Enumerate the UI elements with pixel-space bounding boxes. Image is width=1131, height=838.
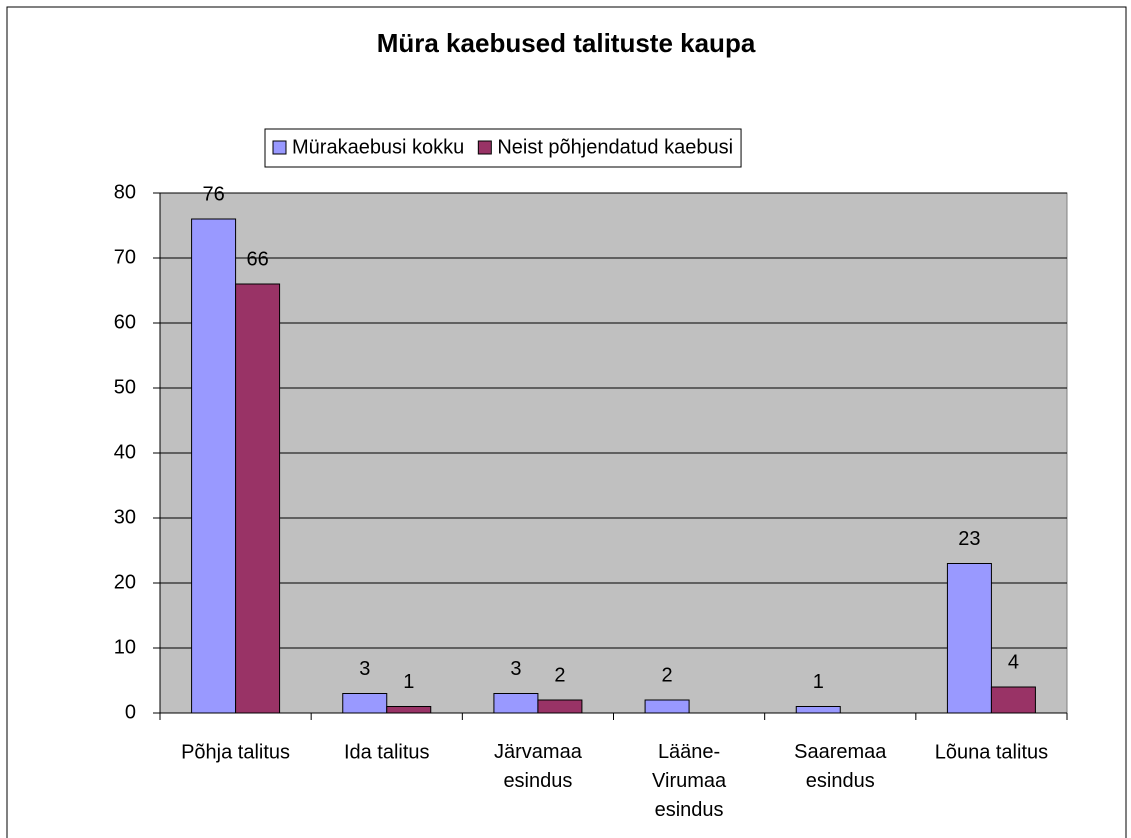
x-tick-label: Ida talitus — [344, 741, 430, 763]
data-label: 23 — [958, 528, 980, 550]
legend-swatch — [477, 140, 492, 155]
data-label: 3 — [510, 658, 521, 680]
bar — [990, 686, 1036, 714]
chart-title: Müra kaebused talituste kaupa — [377, 28, 756, 58]
bar — [493, 693, 539, 714]
x-tick-label: Saaremaa esindus — [794, 741, 887, 792]
y-tick-label: 60 — [114, 311, 136, 333]
y-tick-label: 10 — [114, 636, 136, 658]
data-label: 1 — [813, 671, 824, 693]
legend-label: Mürakaebusi kokku — [292, 136, 464, 158]
legend-label: Neist põhjendatud kaebusi — [497, 136, 733, 158]
bar — [795, 706, 841, 714]
y-tick-label: 0 — [125, 701, 136, 723]
data-label: 2 — [662, 664, 673, 686]
bar — [386, 706, 432, 714]
x-tick-label: Lääne-Virumaa esindus — [652, 741, 727, 821]
bar — [342, 693, 388, 714]
y-tick-label: 20 — [114, 571, 136, 593]
y-tick-label: 40 — [114, 441, 136, 463]
data-label: 3 — [359, 658, 370, 680]
bar — [235, 283, 281, 714]
bar — [191, 218, 237, 714]
bar — [537, 699, 583, 714]
x-tick-label: Põhja talitus — [181, 741, 290, 763]
legend — [264, 128, 742, 168]
legend-swatch — [272, 140, 287, 155]
y-tick-label: 30 — [114, 506, 136, 528]
data-label: 4 — [1008, 651, 1019, 673]
y-tick-label: 80 — [114, 181, 136, 203]
bar — [946, 563, 992, 714]
data-label: 66 — [246, 248, 268, 270]
y-tick-label: 50 — [114, 376, 136, 398]
data-label: 2 — [554, 664, 565, 686]
y-tick-label: 70 — [114, 246, 136, 268]
data-label: 76 — [202, 183, 224, 205]
x-tick-label: Lõuna talitus — [935, 741, 1048, 763]
x-tick-label: Järvamaa esindus — [494, 741, 583, 792]
data-label: 1 — [403, 671, 414, 693]
bar — [644, 699, 690, 714]
